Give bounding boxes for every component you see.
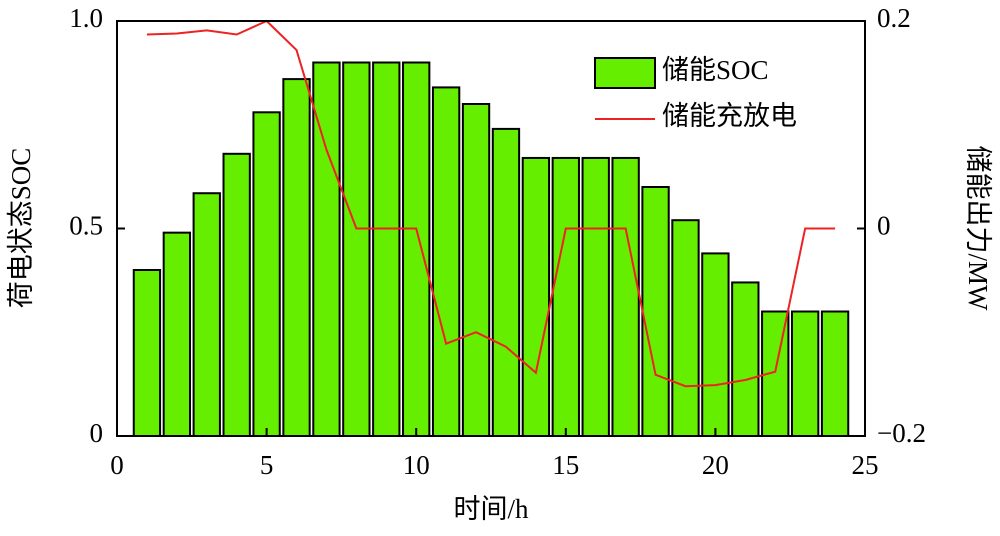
bar — [162, 231, 192, 437]
bar — [222, 152, 251, 438]
x-tick-label: 10 — [403, 450, 430, 480]
bar — [491, 127, 521, 437]
y-tick-label: 0 — [90, 418, 104, 448]
x-tick-label: 0 — [110, 450, 124, 480]
y2-axis-label: 储能出力/MW — [963, 146, 993, 312]
bar — [521, 156, 551, 437]
bar — [551, 156, 580, 437]
bar — [192, 192, 221, 437]
bar — [132, 269, 162, 437]
y2-tick-label: 0.2 — [877, 3, 911, 33]
bar — [701, 252, 730, 437]
bar — [461, 103, 491, 437]
legend-label: 储能充放电 — [662, 101, 797, 131]
bar — [372, 61, 401, 437]
bar — [790, 310, 820, 437]
legend-label: 储能SOC — [662, 55, 769, 85]
y2-tick-label: −0.2 — [877, 418, 926, 448]
x-tick-label: 25 — [852, 450, 879, 480]
x-tick-label: 5 — [260, 450, 274, 480]
bar — [581, 156, 610, 437]
bar — [820, 310, 850, 437]
line — [146, 19, 836, 388]
bar — [731, 281, 760, 438]
y-axis-label: 荷电状态SOC — [6, 148, 36, 309]
y2-tick-label: 0 — [877, 211, 891, 241]
x-tick-label: 15 — [552, 450, 579, 480]
x-tick-label: 20 — [702, 450, 729, 480]
y-tick-label: 1.0 — [69, 3, 103, 33]
x-axis-label: 时间/h — [453, 494, 529, 524]
bar — [431, 86, 461, 438]
bar — [252, 111, 281, 438]
bar — [342, 61, 371, 437]
bar — [611, 156, 640, 437]
legend-swatch — [594, 57, 656, 89]
bar — [641, 186, 670, 437]
bar — [282, 78, 311, 437]
bar — [671, 219, 700, 437]
y-tick-label: 0.5 — [69, 211, 103, 241]
bar — [402, 61, 431, 437]
